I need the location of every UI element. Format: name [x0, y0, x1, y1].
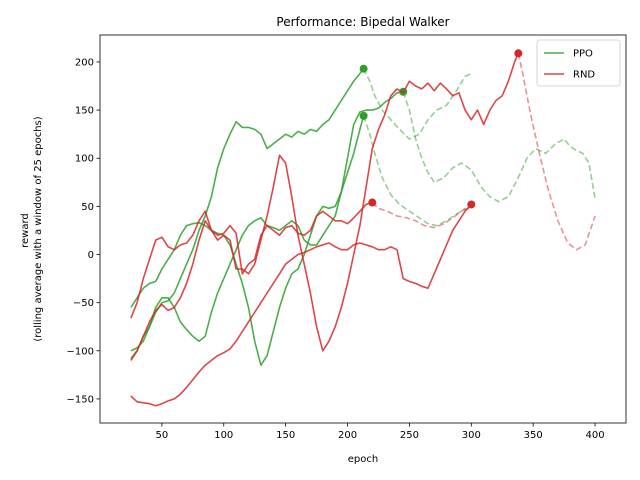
y-tick-label: −50: [73, 298, 94, 309]
legend: PPO RND: [536, 39, 621, 87]
x-tick-label: 250: [400, 430, 419, 441]
series-rnd-run-4: [130, 198, 472, 319]
series-end-marker: [359, 64, 368, 73]
y-tick-label: −150: [67, 394, 94, 405]
axes-frame: [99, 34, 627, 424]
series-dashed-line: [517, 53, 596, 251]
series-ppo-run-1: [130, 111, 472, 367]
x-tick-label: 350: [524, 430, 543, 441]
x-tick-label: 200: [338, 430, 357, 441]
x-tick-label: 150: [276, 430, 295, 441]
series-end-marker: [514, 49, 523, 58]
series-end-marker: [467, 200, 476, 209]
x-tick-label: 400: [586, 430, 605, 441]
series-dashed-line: [371, 201, 472, 229]
chart-title: Performance: Bipedal Walker: [276, 15, 449, 29]
x-axis-label: epoch: [348, 454, 378, 465]
y-tick-label: 100: [75, 154, 94, 165]
series-end-marker: [368, 198, 377, 207]
series-dashed-line: [402, 91, 596, 203]
axes: 50 100 150 200 250 300 350 400 −150 −100 −50 0 50 100…: [67, 34, 627, 441]
series-solid-line: [130, 203, 472, 407]
series-solid-line: [130, 68, 365, 352]
series-dashed-line: [362, 68, 472, 140]
series-solid-line: [130, 201, 373, 319]
y-axis-label: reward (rolling average with a window of…: [20, 116, 44, 341]
plot-area: [130, 49, 596, 407]
y-axis-label-line-2: (rolling average with a window of 25 epo…: [33, 116, 44, 341]
y-tick-label: 200: [75, 57, 94, 68]
legend-item-ppo: PPO: [544, 49, 593, 60]
y-tick-label: 0: [88, 250, 94, 261]
x-tick-label: 50: [156, 430, 169, 441]
x-tick-label: 100: [214, 430, 233, 441]
series-solid-line: [130, 52, 520, 361]
legend-label: RND: [573, 70, 595, 81]
y-tick-label: 150: [75, 106, 94, 117]
series-end-marker: [359, 111, 368, 120]
legend-label: PPO: [573, 49, 593, 60]
y-tick-label: −100: [67, 346, 94, 357]
series-rnd-run-6: [130, 200, 476, 407]
legend-item-rnd: RND: [544, 70, 595, 81]
y-tick-label: 50: [81, 202, 94, 213]
x-tick-label: 300: [462, 430, 481, 441]
series-rnd-run-5: [130, 49, 596, 361]
y-axis-label-line-1: reward: [20, 213, 31, 248]
series-ppo-run-3: [130, 64, 472, 352]
series-solid-line: [130, 115, 365, 367]
